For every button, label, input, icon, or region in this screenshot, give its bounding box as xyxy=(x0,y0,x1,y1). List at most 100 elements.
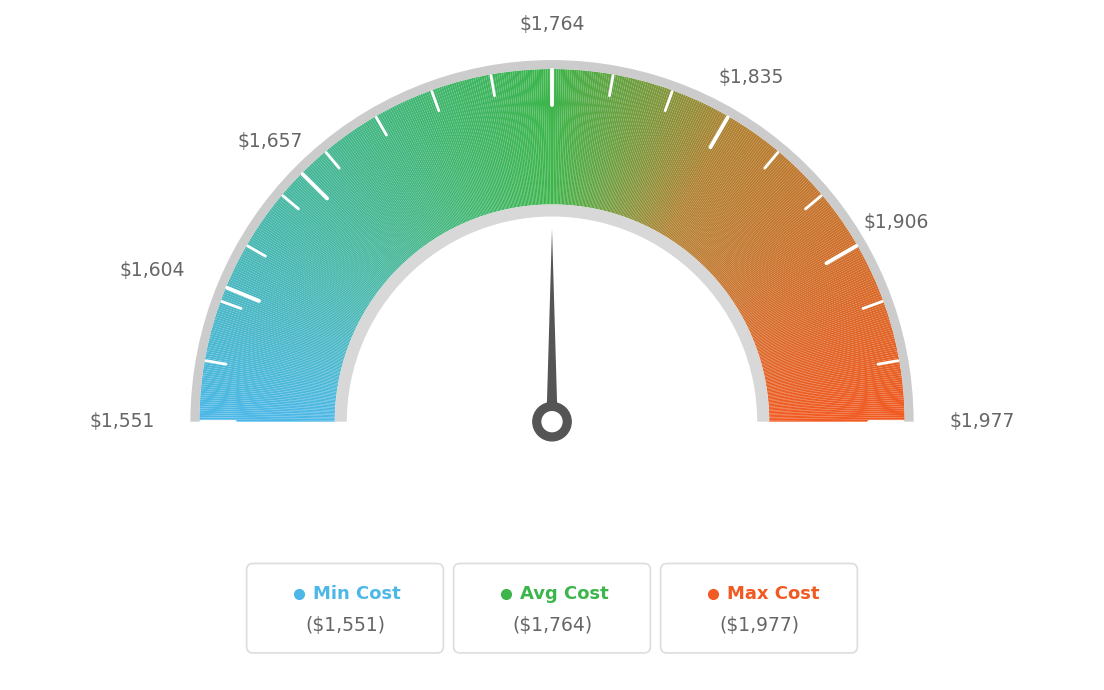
Wedge shape xyxy=(615,84,657,215)
Wedge shape xyxy=(723,206,832,290)
Wedge shape xyxy=(275,202,382,288)
Wedge shape xyxy=(764,347,898,377)
Wedge shape xyxy=(763,336,894,371)
Wedge shape xyxy=(734,229,849,304)
Wedge shape xyxy=(503,72,523,206)
Wedge shape xyxy=(567,70,578,205)
Wedge shape xyxy=(361,124,436,239)
Wedge shape xyxy=(680,137,761,247)
Wedge shape xyxy=(200,420,335,422)
Wedge shape xyxy=(317,157,408,259)
Wedge shape xyxy=(720,199,827,286)
Wedge shape xyxy=(746,264,868,326)
Wedge shape xyxy=(564,70,574,205)
Wedge shape xyxy=(598,77,629,210)
Wedge shape xyxy=(622,88,667,217)
Wedge shape xyxy=(264,216,375,296)
Wedge shape xyxy=(767,380,902,397)
Wedge shape xyxy=(651,108,716,229)
Wedge shape xyxy=(761,321,891,361)
Wedge shape xyxy=(728,215,839,295)
Wedge shape xyxy=(611,82,648,213)
Wedge shape xyxy=(726,211,836,293)
Wedge shape xyxy=(326,150,414,255)
Wedge shape xyxy=(316,159,407,261)
Wedge shape xyxy=(236,262,359,324)
Wedge shape xyxy=(212,328,342,365)
Wedge shape xyxy=(705,172,803,269)
Wedge shape xyxy=(764,342,896,374)
Wedge shape xyxy=(628,91,678,219)
Wedge shape xyxy=(510,71,528,206)
Wedge shape xyxy=(692,152,782,257)
Wedge shape xyxy=(671,126,746,241)
Wedge shape xyxy=(769,411,904,416)
Wedge shape xyxy=(204,360,338,385)
Wedge shape xyxy=(687,144,772,252)
Wedge shape xyxy=(764,345,896,375)
Wedge shape xyxy=(437,88,482,217)
Wedge shape xyxy=(204,362,338,386)
Polygon shape xyxy=(546,228,558,422)
Wedge shape xyxy=(541,69,546,204)
Wedge shape xyxy=(254,231,370,305)
Wedge shape xyxy=(677,132,756,244)
Wedge shape xyxy=(237,259,359,323)
Wedge shape xyxy=(762,328,892,365)
Wedge shape xyxy=(517,70,531,206)
Wedge shape xyxy=(649,106,712,228)
Wedge shape xyxy=(767,371,901,392)
Wedge shape xyxy=(629,92,680,219)
Wedge shape xyxy=(210,334,341,369)
Wedge shape xyxy=(255,229,370,304)
Wedge shape xyxy=(238,257,360,322)
Wedge shape xyxy=(749,270,871,329)
Wedge shape xyxy=(765,353,899,381)
Wedge shape xyxy=(397,104,458,226)
Wedge shape xyxy=(587,74,612,208)
Wedge shape xyxy=(662,118,733,235)
Wedge shape xyxy=(463,80,498,212)
Wedge shape xyxy=(283,192,388,281)
Wedge shape xyxy=(202,373,337,393)
Text: $1,604: $1,604 xyxy=(119,261,184,279)
Wedge shape xyxy=(376,115,445,233)
Circle shape xyxy=(542,412,562,432)
Wedge shape xyxy=(744,256,864,321)
Wedge shape xyxy=(350,131,428,244)
Wedge shape xyxy=(302,170,400,268)
Wedge shape xyxy=(259,224,372,301)
Wedge shape xyxy=(352,130,429,243)
Wedge shape xyxy=(768,395,904,406)
Wedge shape xyxy=(253,233,369,306)
Text: $1,977: $1,977 xyxy=(949,412,1015,431)
Wedge shape xyxy=(386,110,450,230)
Wedge shape xyxy=(225,286,351,339)
Wedge shape xyxy=(723,204,830,288)
Wedge shape xyxy=(243,250,362,317)
Wedge shape xyxy=(623,88,669,217)
Wedge shape xyxy=(267,213,378,294)
Wedge shape xyxy=(769,420,904,422)
Wedge shape xyxy=(752,284,878,338)
Wedge shape xyxy=(744,257,866,322)
Wedge shape xyxy=(306,168,402,266)
Wedge shape xyxy=(755,296,882,346)
Wedge shape xyxy=(223,294,350,344)
Wedge shape xyxy=(201,388,336,402)
Wedge shape xyxy=(227,282,352,337)
Wedge shape xyxy=(740,244,858,313)
Wedge shape xyxy=(418,95,470,221)
Wedge shape xyxy=(240,256,360,321)
Wedge shape xyxy=(710,180,810,274)
Wedge shape xyxy=(654,110,718,230)
Wedge shape xyxy=(270,207,380,290)
Wedge shape xyxy=(384,110,449,230)
Wedge shape xyxy=(289,185,391,277)
Wedge shape xyxy=(570,70,583,206)
Wedge shape xyxy=(660,116,730,234)
Wedge shape xyxy=(220,300,348,348)
Wedge shape xyxy=(225,288,351,340)
Wedge shape xyxy=(508,72,527,206)
Wedge shape xyxy=(221,298,349,347)
